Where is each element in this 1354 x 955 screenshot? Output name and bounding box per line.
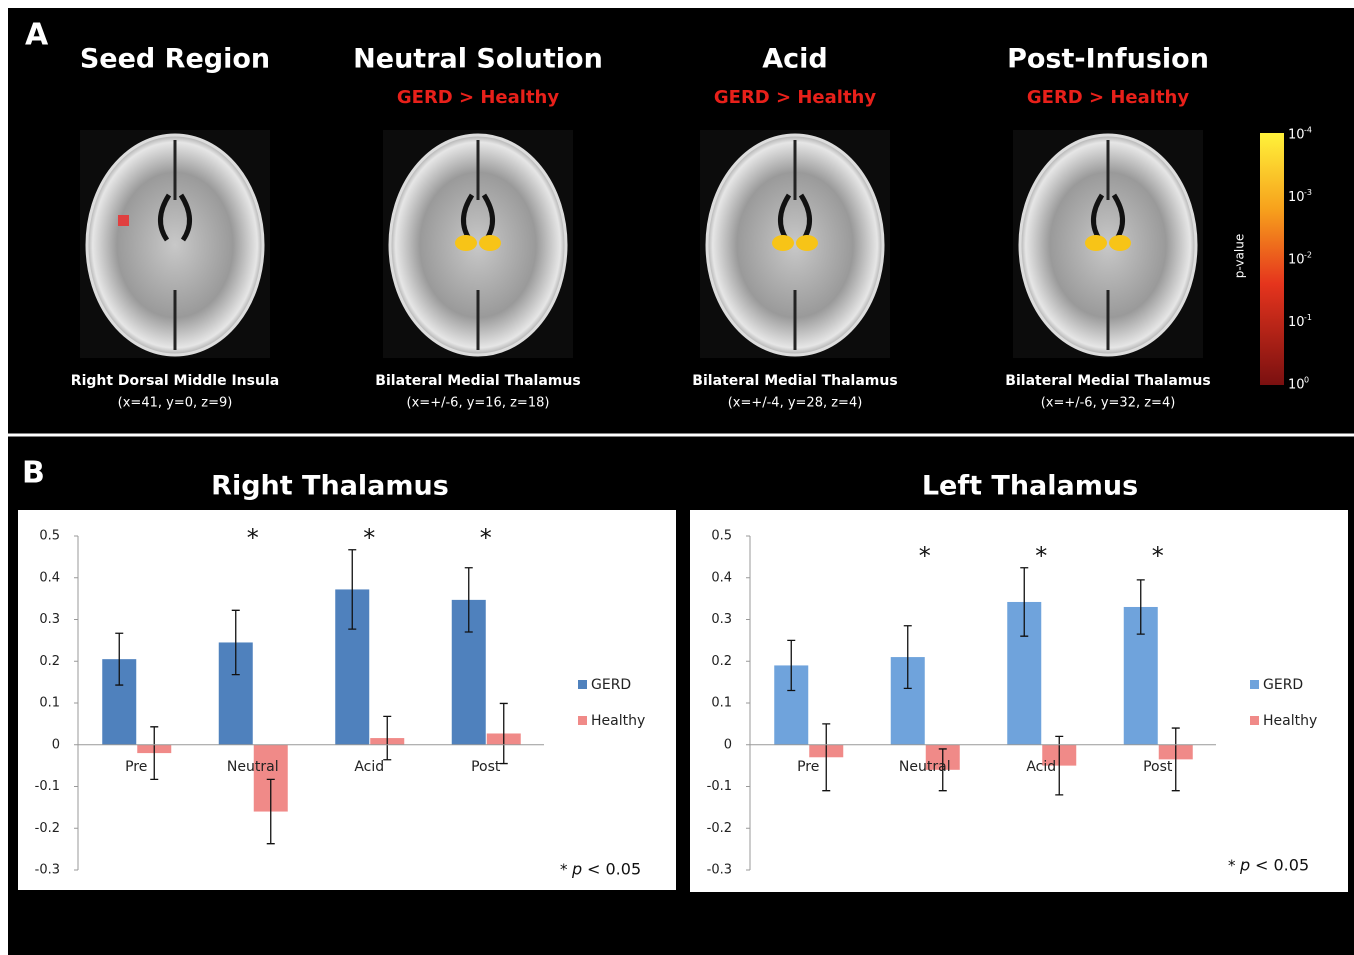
panel-label: B bbox=[22, 456, 45, 491]
x-tick-label: Pre bbox=[125, 759, 147, 775]
x-tick-label: Acid bbox=[1026, 759, 1056, 775]
activation bbox=[772, 235, 794, 251]
colorbar-exp: -1 bbox=[1304, 313, 1312, 322]
coords: (x=+/-4, y=28, z=4) bbox=[728, 396, 863, 411]
activation bbox=[455, 235, 477, 251]
y-tick-label: 0 bbox=[52, 737, 60, 752]
y-tick-label: 0.3 bbox=[711, 612, 732, 627]
colorbar-label: 10 bbox=[1288, 190, 1305, 205]
activation bbox=[796, 235, 818, 251]
x-tick-label: Neutral bbox=[899, 759, 951, 775]
colorbar-exp: 0 bbox=[1304, 376, 1309, 385]
contrast-label: GERD > Healthy bbox=[1027, 87, 1189, 108]
legend-swatch bbox=[578, 716, 587, 725]
region-caption: Right Dorsal Middle Insula bbox=[71, 373, 279, 389]
significance: * bbox=[919, 542, 931, 570]
legend-swatch bbox=[1250, 716, 1259, 725]
legend-swatch bbox=[578, 680, 587, 689]
region-caption: Bilateral Medial Thalamus bbox=[692, 373, 897, 389]
activation bbox=[1085, 235, 1107, 251]
significance: * bbox=[480, 524, 492, 552]
significance: * bbox=[1035, 542, 1047, 570]
chart-title: Left Thalamus bbox=[922, 471, 1138, 502]
colorbar-label: 10 bbox=[1288, 378, 1305, 393]
x-tick-label: Post bbox=[1143, 759, 1173, 775]
x-tick-label: Post bbox=[471, 759, 501, 775]
note-rest: < 0.05 bbox=[1255, 856, 1309, 875]
coords: (x=+/-6, y=32, z=4) bbox=[1041, 396, 1176, 411]
colorbar-label: 10 bbox=[1288, 128, 1305, 143]
legend-label: GERD bbox=[1263, 677, 1303, 693]
brain-slice bbox=[383, 130, 573, 358]
activation bbox=[479, 235, 501, 251]
region-caption: Bilateral Medial Thalamus bbox=[375, 373, 580, 389]
y-tick-label: 0.5 bbox=[711, 529, 732, 544]
seed bbox=[118, 215, 129, 226]
significance: * bbox=[363, 524, 375, 552]
region-caption: Bilateral Medial Thalamus bbox=[1005, 373, 1210, 389]
y-tick-label: 0.1 bbox=[39, 696, 60, 711]
activation bbox=[1109, 235, 1131, 251]
colorbar-label: 10 bbox=[1288, 315, 1305, 330]
y-tick-label: -0.1 bbox=[707, 779, 732, 794]
y-tick-label: -0.2 bbox=[707, 821, 732, 836]
column-title: Post-Infusion bbox=[1007, 44, 1209, 75]
x-tick-label: Neutral bbox=[227, 759, 279, 775]
note-star: * bbox=[1228, 857, 1236, 875]
y-tick-label: 0.2 bbox=[711, 654, 732, 669]
brain-slice bbox=[80, 130, 270, 358]
colorbar-title: p-value bbox=[1233, 234, 1247, 278]
colorbar-exp: -2 bbox=[1304, 251, 1312, 260]
note-star: * bbox=[560, 861, 568, 879]
y-tick-label: -0.3 bbox=[35, 863, 60, 878]
colorbar-exp: -3 bbox=[1304, 188, 1312, 197]
y-tick-label: 0.5 bbox=[39, 529, 60, 544]
y-tick-label: 0.4 bbox=[711, 570, 732, 585]
legend-swatch bbox=[1250, 680, 1259, 689]
x-tick-label: Acid bbox=[354, 759, 384, 775]
note-p: p bbox=[1239, 856, 1250, 875]
column-title: Neutral Solution bbox=[353, 44, 603, 75]
coords: (x=41, y=0, z=9) bbox=[118, 396, 233, 411]
column-title: Acid bbox=[762, 44, 827, 75]
y-tick-label: -0.1 bbox=[35, 779, 60, 794]
y-tick-label: 0.2 bbox=[39, 654, 60, 669]
legend-label: Healthy bbox=[1263, 713, 1317, 729]
colorbar-exp: -4 bbox=[1304, 126, 1312, 135]
y-tick-label: 0.1 bbox=[711, 696, 732, 711]
figure: A B p-value Seed Region Right Dorsal Midd… bbox=[0, 0, 1354, 955]
legend-label: GERD bbox=[591, 677, 631, 693]
colorbar bbox=[1260, 133, 1284, 385]
note-p: p bbox=[571, 860, 582, 879]
significance: * bbox=[247, 524, 259, 552]
colorbar-label: 10 bbox=[1288, 253, 1305, 268]
legend-label: Healthy bbox=[591, 713, 645, 729]
page: A B p-value Seed Region Right Dorsal Midd… bbox=[0, 0, 1354, 955]
contrast-label: GERD > Healthy bbox=[714, 87, 876, 108]
y-tick-label: 0.4 bbox=[39, 570, 60, 585]
coords: (x=+/-6, y=16, z=18) bbox=[407, 396, 550, 411]
y-tick-label: 0.3 bbox=[39, 612, 60, 627]
panel-label: A bbox=[25, 18, 49, 53]
y-tick-label: -0.2 bbox=[35, 821, 60, 836]
y-tick-label: 0 bbox=[724, 737, 732, 752]
significance: * bbox=[1152, 542, 1164, 570]
chart-title: Right Thalamus bbox=[211, 471, 449, 502]
x-tick-label: Pre bbox=[797, 759, 819, 775]
contrast-label: GERD > Healthy bbox=[397, 87, 559, 108]
brain-slice bbox=[1013, 130, 1203, 358]
column-title: Seed Region bbox=[80, 44, 270, 75]
brain-slice bbox=[700, 130, 890, 358]
y-tick-label: -0.3 bbox=[707, 863, 732, 878]
note-rest: < 0.05 bbox=[587, 860, 641, 879]
